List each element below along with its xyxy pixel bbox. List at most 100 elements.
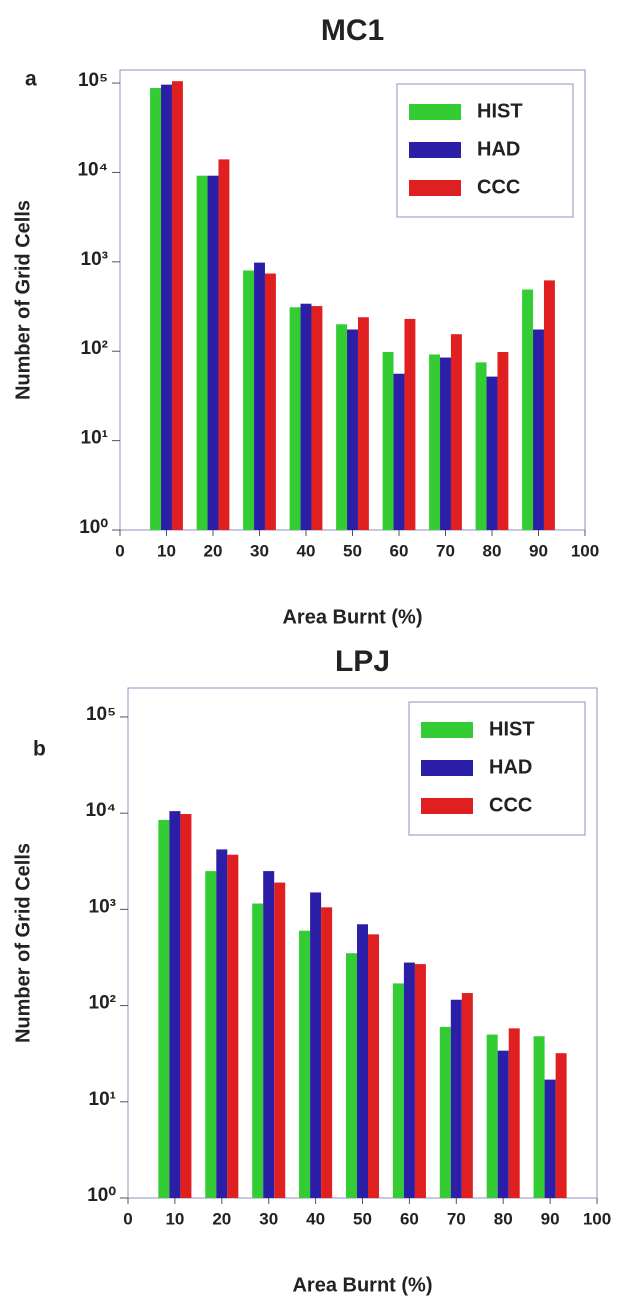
bar: [161, 84, 172, 531]
bar: [227, 854, 239, 1198]
x-tick-label: 100: [583, 1209, 611, 1228]
bar: [345, 953, 357, 1198]
legend-label: HAD: [489, 756, 532, 778]
x-tick-label: 60: [390, 541, 409, 560]
x-axis-label: Area Burnt (%): [292, 1274, 432, 1296]
x-axis-label: Area Burnt (%): [282, 606, 422, 628]
bar: [196, 175, 208, 531]
legend-swatch: [409, 180, 461, 196]
bar: [274, 882, 286, 1198]
bar: [310, 892, 322, 1198]
bar: [264, 273, 276, 530]
y-tick-label: 10⁴: [85, 800, 116, 821]
x-tick-label: 20: [212, 1209, 231, 1228]
bar: [522, 289, 534, 530]
y-tick-label: 10⁵: [86, 704, 116, 725]
bar: [543, 280, 555, 530]
x-tick-label: 30: [250, 541, 269, 560]
bar: [321, 907, 333, 1198]
bar: [429, 354, 441, 530]
x-tick-label: 80: [483, 541, 502, 560]
bar: [486, 1034, 498, 1198]
bar: [299, 930, 311, 1198]
legend-label: HIST: [489, 718, 535, 740]
bar: [440, 357, 451, 530]
x-tick-label: 100: [571, 541, 599, 560]
y-tick-label: 10²: [81, 338, 108, 359]
x-tick-label: 0: [115, 541, 124, 560]
bar: [461, 993, 473, 1198]
bar: [263, 871, 275, 1198]
x-tick-label: 60: [400, 1209, 419, 1228]
bar: [555, 1053, 567, 1198]
x-tick-label: 40: [297, 541, 316, 560]
chart-title: MC1: [321, 14, 384, 47]
bar: [497, 352, 509, 530]
bar: [347, 329, 358, 530]
bar: [403, 962, 415, 1198]
bar: [486, 376, 498, 530]
x-tick-label: 90: [529, 541, 548, 560]
bar: [392, 983, 404, 1198]
x-tick-label: 80: [494, 1209, 513, 1228]
x-tick-label: 90: [541, 1209, 560, 1228]
bar: [311, 306, 323, 530]
y-tick-label: 10¹: [81, 428, 108, 449]
x-tick-label: 50: [343, 541, 362, 560]
bar: [216, 849, 228, 1198]
bar: [382, 352, 394, 530]
bar: [289, 307, 301, 530]
legend-label: HAD: [477, 138, 520, 160]
bar: [544, 1079, 556, 1198]
bar: [336, 324, 348, 530]
panel-label: b: [33, 738, 46, 761]
y-axis-label: Number of Grid Cells: [12, 843, 34, 1043]
bar: [171, 81, 183, 531]
x-tick-label: 0: [123, 1209, 132, 1228]
y-tick-label: 10³: [89, 896, 116, 917]
chart-title: LPJ: [335, 645, 390, 678]
panel-label: a: [25, 68, 37, 91]
legend-label: HIST: [477, 100, 523, 122]
bar: [357, 317, 369, 530]
bar: [368, 934, 380, 1198]
bar: [393, 373, 405, 530]
x-tick-label: 50: [353, 1209, 372, 1228]
bar: [243, 270, 255, 530]
x-tick-label: 20: [204, 541, 223, 560]
bar: [150, 88, 162, 530]
x-tick-label: 40: [306, 1209, 325, 1228]
legend-label: CCC: [489, 794, 532, 816]
x-tick-label: 70: [436, 541, 455, 560]
x-tick-label: 70: [447, 1209, 466, 1228]
bar: [450, 334, 462, 530]
y-tick-label: 10⁵: [78, 70, 108, 91]
bar: [207, 175, 219, 531]
y-tick-label: 10⁰: [79, 517, 108, 538]
y-axis-label: Number of Grid Cells: [12, 200, 34, 400]
legend-swatch: [409, 142, 461, 158]
legend-swatch: [421, 760, 473, 776]
legend-label: CCC: [477, 176, 520, 198]
x-tick-label: 10: [157, 541, 176, 560]
bar: [404, 318, 416, 530]
bar: [414, 964, 426, 1198]
x-tick-label: 30: [259, 1209, 278, 1228]
bar: [218, 159, 230, 531]
bar: [497, 1050, 509, 1198]
y-tick-label: 10⁴: [77, 159, 108, 180]
y-tick-label: 10¹: [89, 1089, 116, 1110]
bar: [508, 1028, 520, 1198]
bar: [300, 303, 312, 530]
bar: [252, 903, 264, 1198]
bar: [169, 811, 181, 1198]
y-tick-label: 10³: [81, 249, 108, 270]
bar: [533, 329, 544, 530]
bar: [254, 262, 265, 530]
bar: [205, 871, 217, 1198]
x-tick-label: 10: [165, 1209, 184, 1228]
bar: [158, 819, 170, 1198]
y-tick-label: 10²: [89, 993, 116, 1014]
bar: [180, 814, 192, 1198]
